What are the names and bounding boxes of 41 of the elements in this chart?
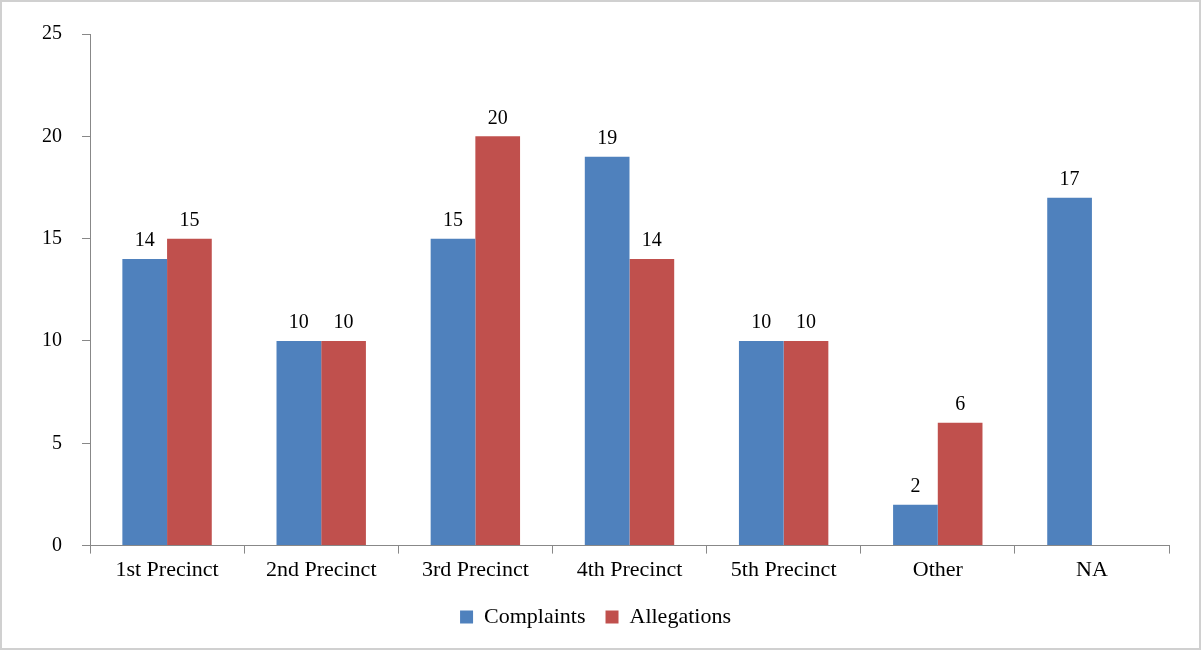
y-tick-label: 10 <box>42 328 62 351</box>
data-label: 10 <box>751 310 772 333</box>
y-tick-label: 0 <box>52 532 62 555</box>
data-label: 15 <box>179 207 200 230</box>
legend-label: Allegations <box>629 602 731 628</box>
data-label: 20 <box>487 105 508 128</box>
x-tick-label: 2nd Precinct <box>265 555 377 581</box>
data-label: 2 <box>910 473 921 496</box>
bar <box>937 422 983 546</box>
x-tick-label: 4th Precinct <box>576 555 683 581</box>
data-label: 15 <box>443 207 464 230</box>
y-tick-label: 15 <box>42 225 62 248</box>
bar <box>738 340 784 546</box>
data-label: 17 <box>1059 166 1080 189</box>
data-label: 10 <box>288 310 309 333</box>
y-tick-label: 20 <box>42 123 62 146</box>
data-label: 10 <box>333 310 354 333</box>
data-label: 6 <box>955 392 966 415</box>
bar <box>629 259 675 546</box>
data-label: 19 <box>597 126 618 149</box>
y-tick-label: 5 <box>52 430 62 453</box>
data-label: 14 <box>641 228 662 251</box>
bar <box>584 156 630 546</box>
bar <box>783 340 829 546</box>
data-label: 14 <box>134 228 155 251</box>
bar <box>122 259 168 546</box>
bar <box>430 238 476 546</box>
x-tick-label: 5th Precinct <box>730 555 837 581</box>
x-tick-label: Other <box>912 555 964 581</box>
legend-label: Complaints <box>484 602 586 628</box>
bar <box>475 136 521 546</box>
bar <box>321 340 366 546</box>
x-tick-label: 3rd Precinct <box>421 555 529 581</box>
bar <box>276 340 322 546</box>
bar <box>167 238 212 546</box>
data-label: 10 <box>795 310 816 333</box>
y-tick-label: 25 <box>42 21 62 44</box>
x-tick-label: NA <box>1076 555 1108 581</box>
bar <box>893 504 938 546</box>
x-tick-label: 1st Precinct <box>115 555 219 581</box>
bar <box>1047 197 1092 546</box>
